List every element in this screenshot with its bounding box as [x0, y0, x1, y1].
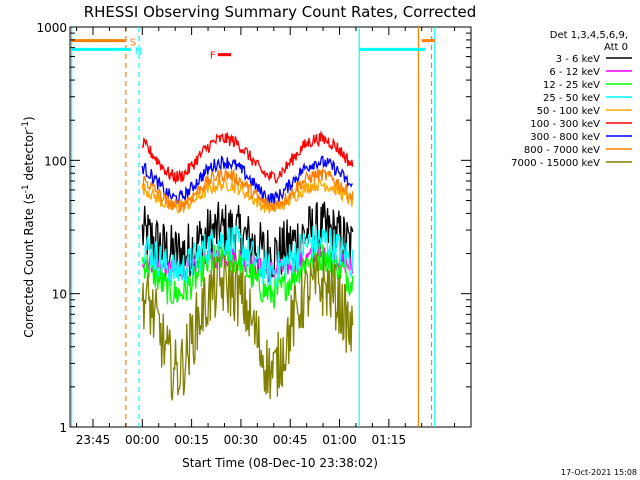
legend-entry-label: 6 - 12 keV	[549, 67, 600, 78]
y-tick-label: 100	[44, 154, 67, 168]
y-axis-label: Corrected Count Rate (s-1 detector-1)	[21, 116, 36, 337]
series-line	[141, 241, 354, 309]
x-axis: 23:45 00:00 00:15 00:30 00:45 01:00 01:15	[76, 27, 472, 447]
y-axis: 1 10 100 1000	[36, 21, 471, 435]
legend: Det 1,3,4,5,6,9,Att 0 3 - 6 keV 6 - 12 keV…	[511, 30, 632, 169]
series-line	[141, 155, 353, 206]
y-tick-label: 10	[52, 288, 67, 302]
plot-frame	[69, 26, 472, 428]
y-axis-label-mid: detector	[22, 130, 36, 185]
x-tick-label: 23:45	[76, 433, 111, 447]
series-line	[141, 254, 354, 401]
vertical-markers	[71, 27, 436, 427]
x-axis-label: Start Time (08-Dec-10 23:38:02)	[182, 456, 378, 470]
flag-label: N	[135, 46, 142, 57]
legend-header: Det 1,3,4,5,6,9,	[550, 30, 628, 41]
legend-entry-label: 50 - 100 keV	[537, 106, 601, 117]
plot-area: SN F	[69, 26, 472, 428]
y-axis-label-end: )	[22, 116, 36, 121]
x-tick-label: 00:15	[174, 433, 209, 447]
flare-marker: F	[210, 51, 232, 62]
x-tick-label: 00:45	[273, 433, 308, 447]
series-line	[142, 167, 354, 212]
y-axis-label-sup2: -1	[21, 121, 31, 130]
legend-header: Att 0	[604, 42, 628, 53]
y-axis-label-main: Corrected Count Rate (s	[22, 193, 36, 337]
legend-entry-label: 300 - 800 keV	[530, 132, 600, 143]
series-line	[141, 177, 354, 214]
flare-label: F	[210, 51, 216, 62]
x-tick-label: 00:30	[224, 433, 259, 447]
legend-entry-label: 7000 - 15000 keV	[511, 158, 600, 169]
legend-entry-label: 25 - 50 keV	[543, 93, 600, 104]
flag-label: S	[130, 38, 136, 49]
y-tick-label: 1000	[36, 21, 67, 35]
legend-entry-label: 100 - 300 keV	[530, 119, 600, 130]
chart-title: RHESSI Observing Summary Count Rates, Co…	[84, 3, 477, 21]
x-tick-label: 01:15	[372, 433, 407, 447]
legend-entry-label: 3 - 6 keV	[556, 54, 600, 65]
y-tick-label: 1	[59, 421, 67, 435]
series-line	[142, 224, 354, 287]
series-line	[141, 130, 354, 185]
x-tick-label: 00:00	[125, 433, 160, 447]
series-lines	[141, 130, 354, 401]
legend-entry-label: 12 - 25 keV	[543, 80, 600, 91]
x-tick-label: 01:00	[322, 433, 357, 447]
y-axis-label-sup1: -1	[21, 184, 31, 193]
flag-bars: SN	[71, 38, 435, 57]
footer-date: 17-Oct-2021 15:08	[561, 468, 637, 477]
legend-entry-label: 800 - 7000 keV	[524, 145, 600, 156]
